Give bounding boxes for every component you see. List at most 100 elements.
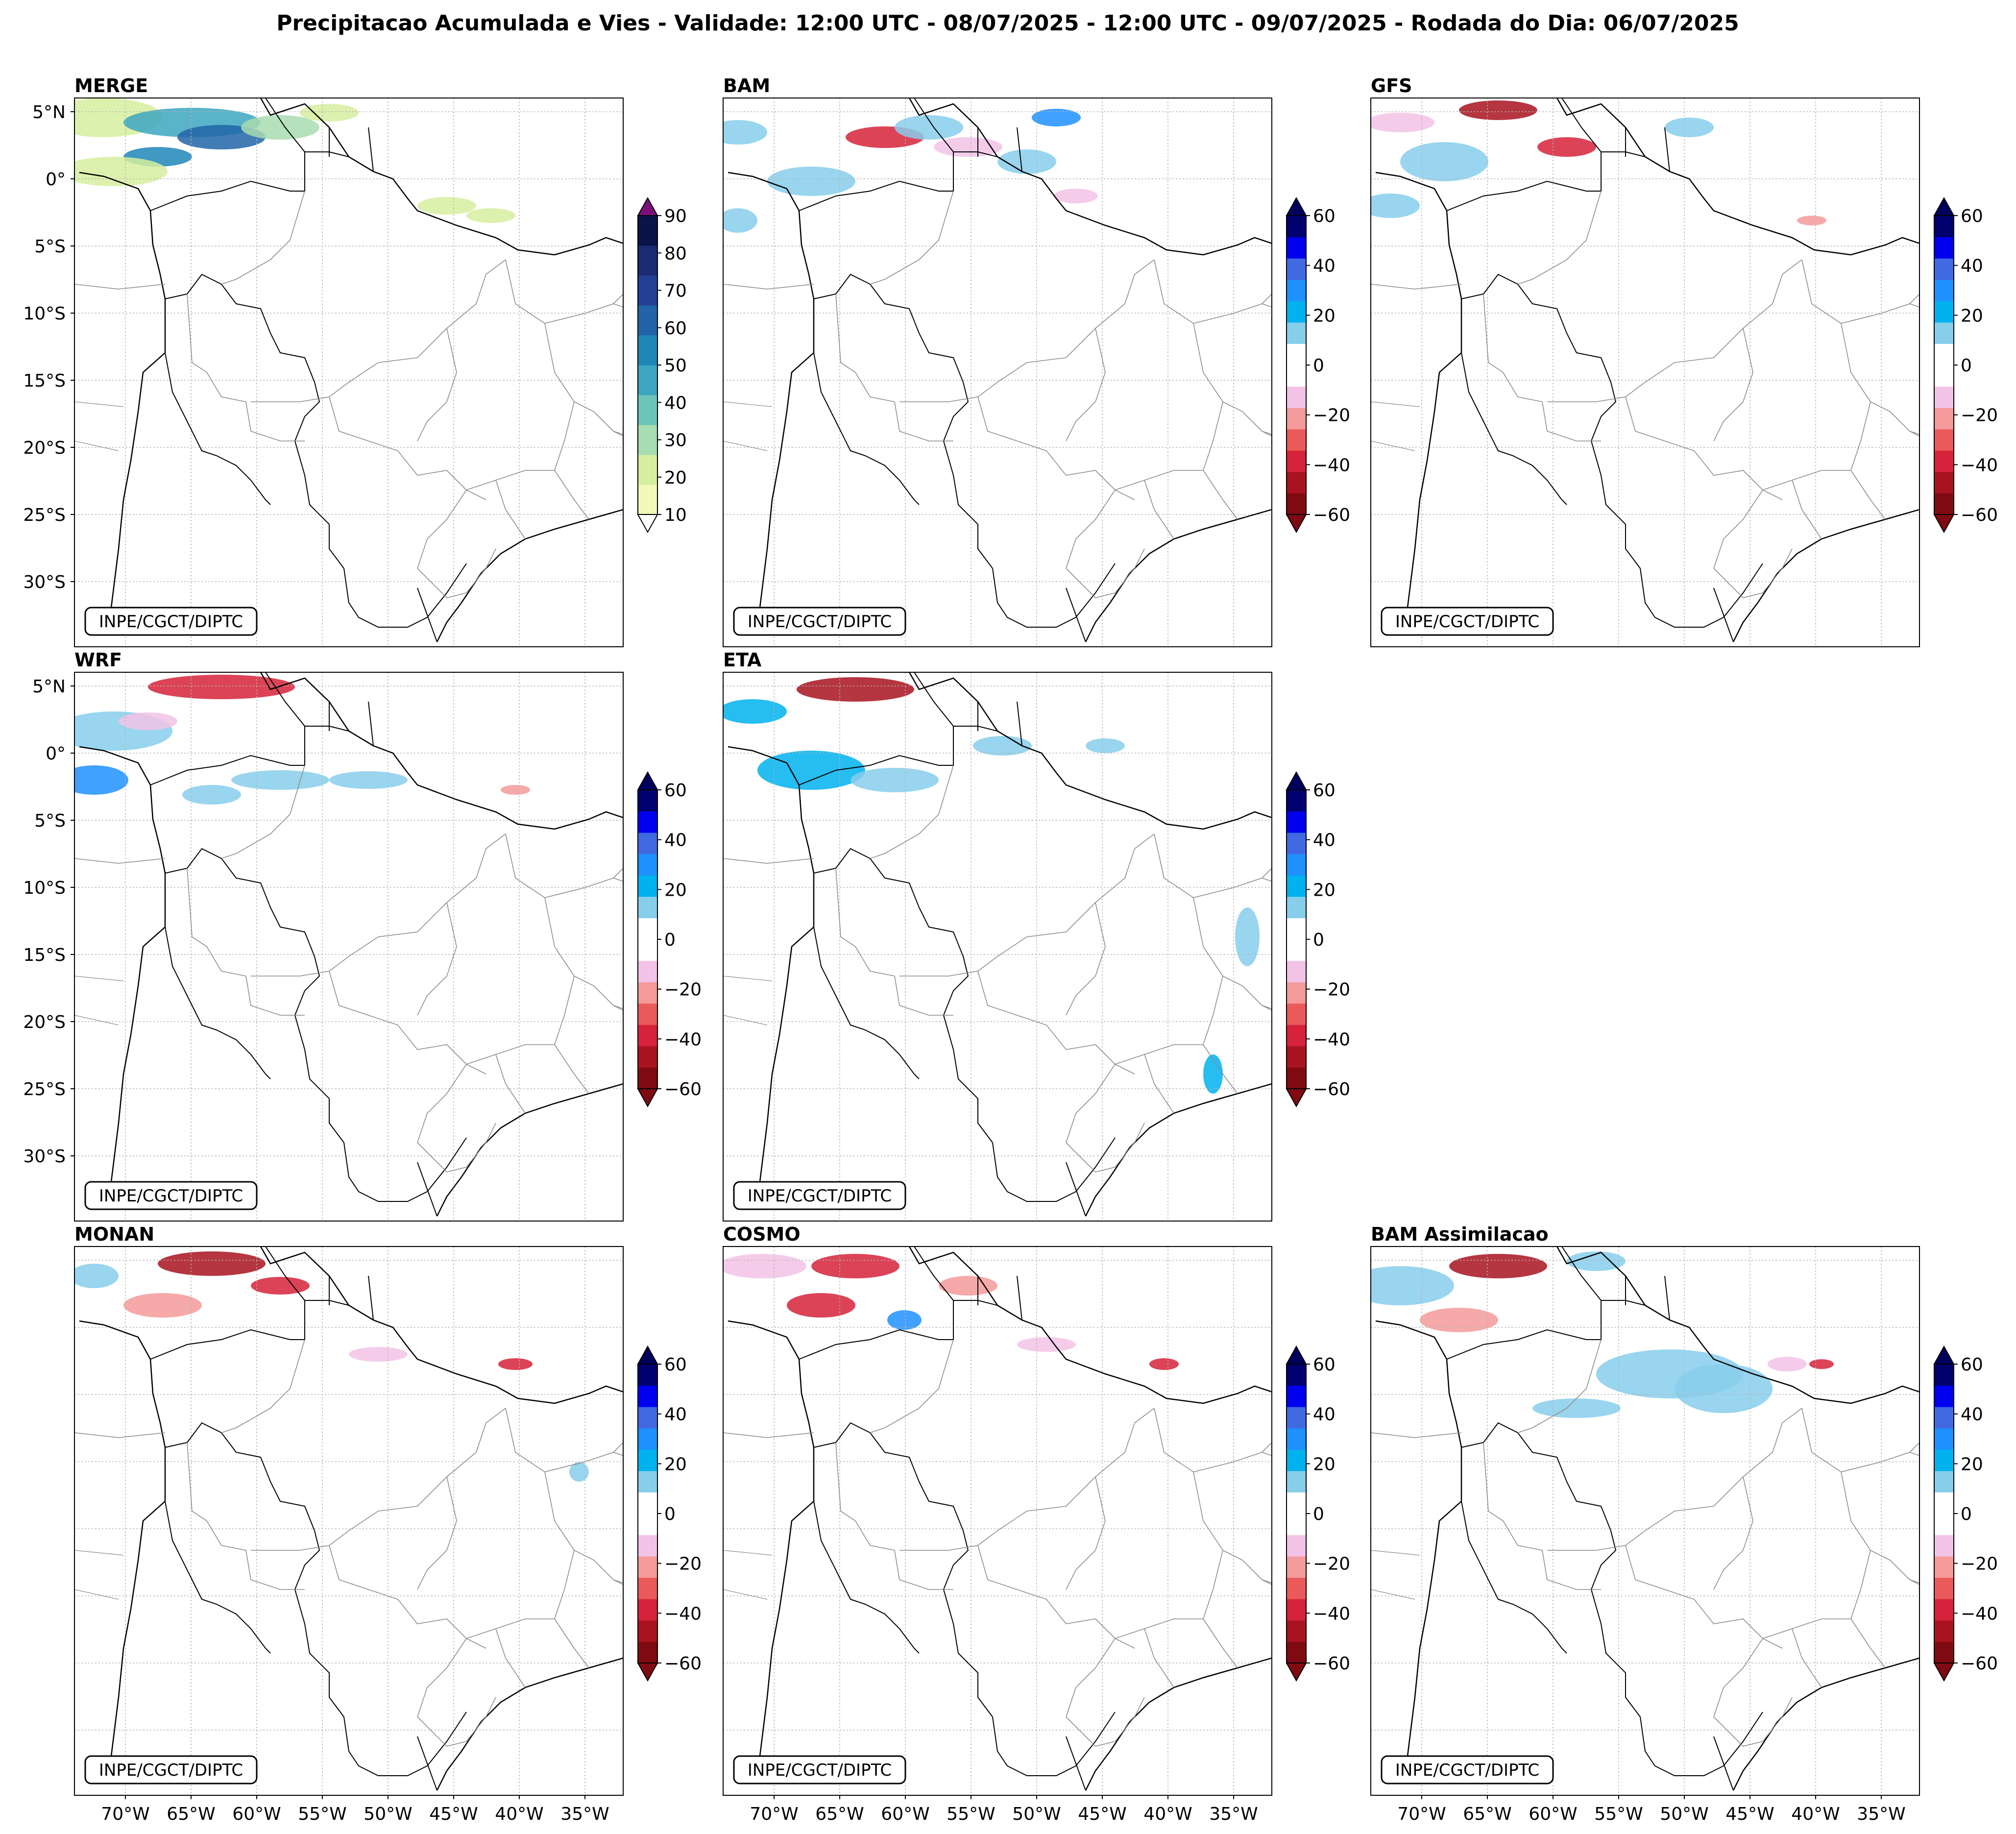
colorbar-segment	[1287, 1514, 1306, 1536]
colorbar-segment	[1934, 1470, 1954, 1492]
precip-field	[1086, 738, 1125, 753]
colorbar-tick-label: 40	[664, 393, 687, 413]
colorbar-tick-label: 60	[1961, 1355, 1983, 1375]
colorbar-tick-label: −40	[1313, 455, 1350, 475]
colorbar-tick-label: 60	[1313, 206, 1336, 226]
map-area	[723, 1247, 1272, 1795]
colorbar-segment	[638, 1620, 657, 1642]
colorbar-segment	[1287, 429, 1306, 451]
colorbar-tick-label: 60	[1313, 781, 1336, 801]
colorbar-tick-label: −20	[1313, 406, 1350, 426]
lat-tick-label: 10°S	[23, 304, 66, 324]
colorbar-segment	[1287, 1449, 1306, 1471]
map-frame	[1370, 98, 1920, 647]
colorbar-segment	[1934, 1535, 1954, 1557]
precip-field	[148, 675, 295, 699]
lon-tick-label: 65°W	[815, 1804, 864, 1824]
lon-tick-label: 55°W	[298, 1804, 346, 1824]
colorbar-extend-min	[1286, 514, 1307, 534]
precip-field	[1567, 1251, 1626, 1271]
colorbar-segment	[1287, 237, 1306, 259]
precip-field	[1054, 189, 1098, 203]
colorbar-extend-min	[637, 1088, 658, 1108]
precip-field	[850, 768, 939, 792]
colorbar-segment	[1287, 854, 1306, 876]
colorbar-tick-label: 30	[664, 431, 687, 451]
precip-field	[1797, 216, 1826, 225]
panel-title: MERGE	[74, 75, 148, 97]
precip-field	[182, 785, 241, 805]
precip-field	[569, 1462, 589, 1482]
colorbar-bam: −60 −40 −20 0 20 40 60	[1286, 196, 1350, 534]
precip-field	[74, 1264, 119, 1288]
credit-box	[1381, 607, 1554, 636]
colorbar-bamassim: −60 −40 −20 0 20 40 60	[1933, 1345, 1998, 1682]
colorbar-segment	[1287, 1025, 1306, 1047]
lon-tick-label: 45°W	[1078, 1804, 1126, 1824]
precip-field	[300, 104, 359, 122]
lon-tick-label: 40°W	[495, 1804, 543, 1824]
colorbar-tick-label: 20	[1313, 1454, 1336, 1474]
lat-tick-label: 15°S	[23, 945, 66, 965]
colorbar-tick-label: 20	[664, 468, 687, 488]
lon-tick-label: 40°W	[1143, 1804, 1192, 1824]
colorbar-segment	[638, 1428, 657, 1450]
precip-field	[466, 208, 515, 223]
panel-bamassim: BAM Assimilacao INPE/CGCT/DIPTC 70°W 65°W 60…	[1370, 1223, 1998, 1824]
precip-field	[1371, 113, 1434, 132]
colorbar-segment	[638, 1046, 657, 1068]
panel-title: WRF	[74, 649, 122, 671]
map-frame	[1370, 1246, 1920, 1796]
colorbar-tick-label: 20	[1313, 880, 1336, 900]
colorbar-segment	[1287, 408, 1306, 430]
precip-field	[723, 208, 757, 233]
credit-box	[84, 1181, 258, 1210]
colorbar-segment	[638, 1492, 657, 1514]
colorbar-tick-label: 80	[664, 244, 687, 264]
colorbar-segment	[1934, 237, 1954, 259]
colorbar-segment	[1287, 1556, 1306, 1578]
precip-field	[1149, 1358, 1179, 1370]
precip-field	[973, 736, 1032, 756]
colorbar-segment	[1934, 1514, 1954, 1536]
lon-tick-label: 40°W	[1791, 1804, 1840, 1824]
colorbar-segment	[638, 1407, 657, 1429]
lon-tick-label: 45°W	[429, 1804, 478, 1824]
colorbar-segment	[1934, 1599, 1954, 1621]
colorbar-tick-label: 20	[664, 1454, 687, 1474]
colorbar-segment	[638, 1067, 657, 1089]
colorbar-segment	[638, 335, 657, 366]
colorbar-extend-min	[1933, 1663, 1955, 1682]
precip-field	[1420, 1308, 1498, 1332]
colorbar-tick-label: 90	[664, 206, 687, 226]
colorbar-segment	[1934, 471, 1954, 493]
colorbar-segment	[638, 1577, 657, 1599]
lon-tick-label: 65°W	[1463, 1804, 1511, 1824]
precip-field	[1235, 907, 1260, 966]
colorbar-tick-label: 60	[1961, 206, 1983, 226]
precip-field	[123, 1293, 202, 1318]
colorbar-segment	[638, 875, 657, 897]
precip-field	[1768, 1357, 1807, 1371]
colorbar-segment	[1934, 216, 1954, 238]
colorbar-gfs: −60 −40 −20 0 20 40 60	[1933, 196, 1998, 534]
colorbar-segment	[638, 455, 657, 485]
colorbar-segment	[638, 1535, 657, 1557]
precip-field	[1371, 194, 1420, 218]
lat-tick-label: 10°S	[23, 878, 66, 898]
precip-field	[1400, 142, 1488, 181]
colorbar-tick-label: 20	[1313, 306, 1336, 326]
precip-field	[74, 765, 128, 795]
colorbar-extend-max	[637, 771, 658, 790]
map-area	[74, 98, 623, 647]
colorbar-segment	[1934, 493, 1954, 515]
lat-tick-label: 30°S	[23, 1147, 66, 1167]
map-frame	[723, 672, 1272, 1222]
colorbar-tick-label: −20	[664, 980, 702, 1000]
precip-field	[934, 137, 1002, 157]
lat-tick-label: 0°	[46, 744, 66, 764]
colorbar-tick-label: −60	[1313, 505, 1350, 525]
credit-text: INPE/CGCT/DIPTC	[748, 1761, 892, 1780]
colorbar-tick-label: 20	[1961, 306, 1983, 326]
precip-field	[723, 120, 767, 145]
